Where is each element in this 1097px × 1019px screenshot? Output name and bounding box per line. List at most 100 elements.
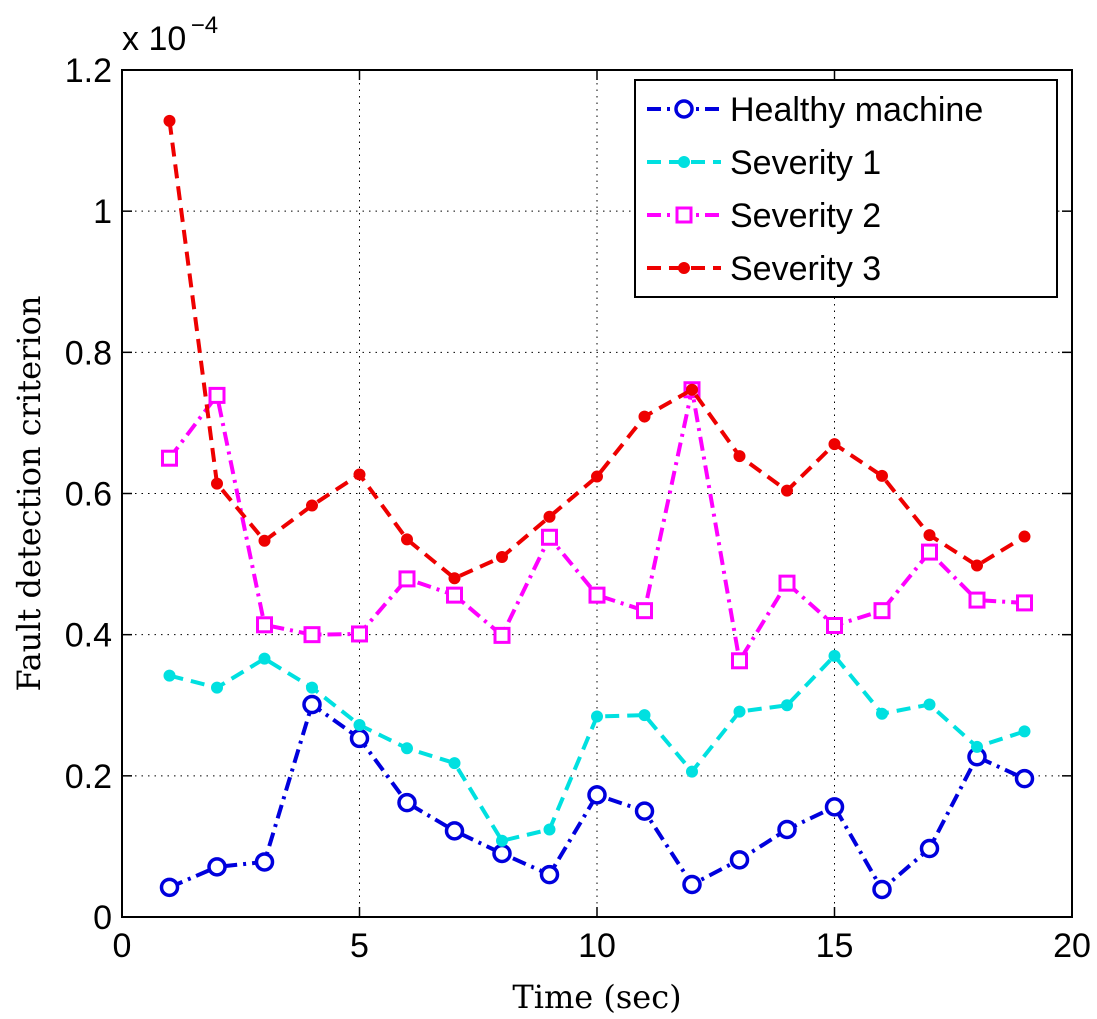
data-point <box>543 510 556 523</box>
data-point <box>539 864 560 885</box>
data-point <box>306 681 318 694</box>
y-tick-label: 0.2 <box>65 758 112 796</box>
data-point <box>397 792 417 813</box>
data-point <box>401 742 413 755</box>
data-point <box>496 834 508 847</box>
data-point <box>591 710 603 723</box>
grid <box>122 70 1072 917</box>
data-point <box>211 477 223 490</box>
data-point <box>826 616 843 634</box>
data-point <box>971 740 983 753</box>
data-point <box>777 819 797 840</box>
data-point <box>636 602 653 620</box>
series-2 <box>163 649 1031 847</box>
x-tick-label: 15 <box>816 927 854 965</box>
y-axis-multiplier: x 10 −4 <box>122 12 218 58</box>
data-point <box>163 114 176 127</box>
data-point <box>824 797 845 817</box>
y-axis-title: Fault detection criterion <box>10 296 48 692</box>
series-lines <box>159 114 1035 900</box>
axis-ticks: 0 5 10 15 20 0 0.2 0.4 0.6 0.8 1 1.2 <box>65 52 1091 965</box>
data-point <box>873 602 891 620</box>
legend-swatch-marker <box>678 262 690 274</box>
data-point <box>353 468 366 481</box>
data-point <box>588 586 606 604</box>
data-point <box>921 543 938 561</box>
data-point <box>731 652 748 670</box>
data-point <box>587 785 607 805</box>
legend-label: Severity 1 <box>730 144 881 182</box>
data-point <box>876 707 888 720</box>
data-point <box>401 533 413 546</box>
data-point <box>256 616 273 634</box>
data-point <box>492 843 512 864</box>
data-point <box>828 438 841 451</box>
data-point <box>778 574 796 592</box>
data-point <box>446 586 463 604</box>
x-tick-label: 0 <box>113 927 132 965</box>
data-point <box>828 649 841 662</box>
data-point <box>971 559 983 572</box>
data-point <box>919 838 940 859</box>
legend: Healthy machine Severity 1 Severity 2 Sever… <box>634 79 1058 298</box>
data-point <box>351 625 368 643</box>
data-point <box>258 534 271 547</box>
legend-entry: Severity 3 <box>647 250 881 288</box>
y-tick-label: 1.2 <box>65 52 112 90</box>
data-point <box>923 529 936 542</box>
data-point <box>303 626 321 644</box>
series-3 <box>161 381 1033 670</box>
x-axis-title: Time (sec) <box>512 978 681 1016</box>
legend-swatch-marker <box>678 156 690 168</box>
data-point <box>159 877 180 898</box>
data-point <box>1018 725 1031 738</box>
series-4 <box>163 114 1031 585</box>
legend-box <box>634 79 1058 298</box>
x-tick-label: 20 <box>1053 927 1091 965</box>
data-point <box>349 728 370 749</box>
legend-swatch-marker <box>675 206 693 224</box>
data-point <box>923 698 936 711</box>
data-point <box>398 570 416 588</box>
data-point <box>211 681 223 694</box>
legend-label: Severity 3 <box>730 250 881 288</box>
x-tick-label: 10 <box>578 927 616 965</box>
data-point <box>872 879 892 900</box>
data-point <box>444 821 465 841</box>
y-tick-label: 0 <box>93 899 112 937</box>
legend-entry: Healthy machine <box>647 91 983 129</box>
data-point <box>733 705 746 718</box>
data-point <box>638 410 651 423</box>
data-point <box>161 449 178 467</box>
data-point <box>682 874 702 895</box>
data-point <box>733 450 746 463</box>
data-point <box>968 591 986 609</box>
series-1 <box>159 694 1035 900</box>
data-point <box>1014 768 1035 789</box>
data-point <box>634 801 655 821</box>
data-point <box>781 484 793 497</box>
data-point <box>543 823 556 836</box>
y-tick-label: 0.6 <box>65 476 112 514</box>
y-multiplier-exponent: −4 <box>191 12 218 39</box>
data-point <box>1018 530 1031 543</box>
legend-label: Severity 2 <box>730 197 881 235</box>
legend-entry: Severity 1 <box>647 144 881 182</box>
data-point <box>493 626 511 644</box>
data-point <box>686 383 698 396</box>
data-point <box>258 652 271 665</box>
y-tick-label: 1 <box>93 193 112 231</box>
data-point <box>306 499 318 512</box>
legend-label: Healthy machine <box>730 91 983 129</box>
data-point <box>781 699 793 712</box>
data-point <box>448 572 461 585</box>
x-tick-label: 5 <box>350 927 369 965</box>
data-point <box>686 765 698 778</box>
data-point <box>729 850 750 870</box>
data-point <box>638 709 651 722</box>
data-point <box>254 852 275 872</box>
data-point <box>353 719 366 732</box>
legend-entry: Severity 2 <box>647 197 881 235</box>
data-point <box>448 757 461 770</box>
